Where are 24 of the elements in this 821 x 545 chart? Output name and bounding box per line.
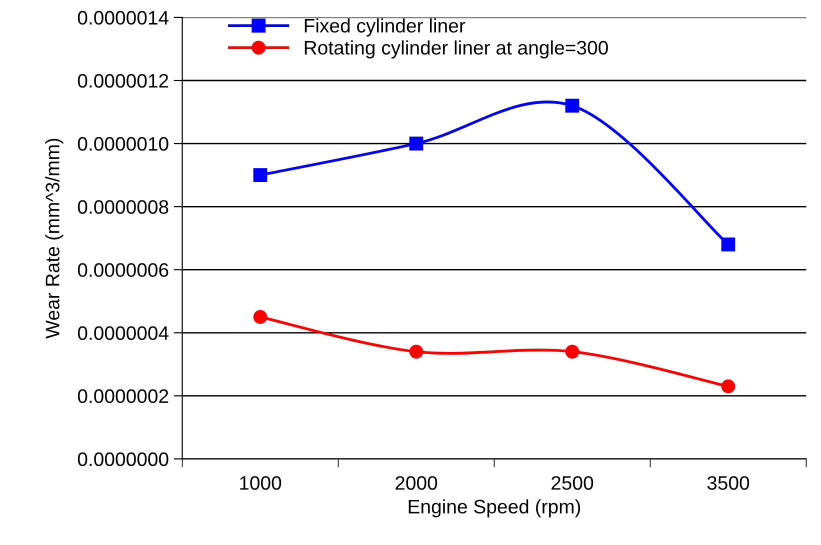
legend-label: Fixed cylinder liner (304, 18, 466, 36)
point (409, 136, 424, 151)
x-axis-title: Engine Speed (rpm) (408, 499, 580, 518)
y-tick-label: 0.0000002 (78, 389, 168, 404)
x-tick-label: 2500 (552, 476, 594, 490)
y-tick-label: 0.0000004 (78, 326, 169, 340)
y-tick-label: 0.0000012 (78, 74, 168, 88)
y-tick-label: 0.0000006 (78, 263, 168, 277)
x-tick-label: 3500 (707, 476, 750, 490)
y-tick-label: 0.0000008 (78, 200, 168, 214)
y-axis-title: Wear Rate (mm^3/mm) (45, 138, 64, 339)
point (565, 344, 580, 359)
x-tick-label: 1000 (240, 476, 282, 490)
point (253, 310, 268, 324)
point (253, 168, 268, 182)
point (721, 379, 736, 394)
x-tick-label: 2000 (396, 476, 438, 490)
y-tick-label: 0.0000000 (78, 452, 168, 466)
y-tick-label: 0.0000014 (78, 10, 169, 25)
point (721, 238, 736, 252)
y-tick-label: 0.0000010 (78, 137, 168, 151)
point (409, 344, 424, 359)
point (565, 98, 580, 113)
legend-label: Rotating cylinder liner at angle=300 (304, 40, 608, 58)
